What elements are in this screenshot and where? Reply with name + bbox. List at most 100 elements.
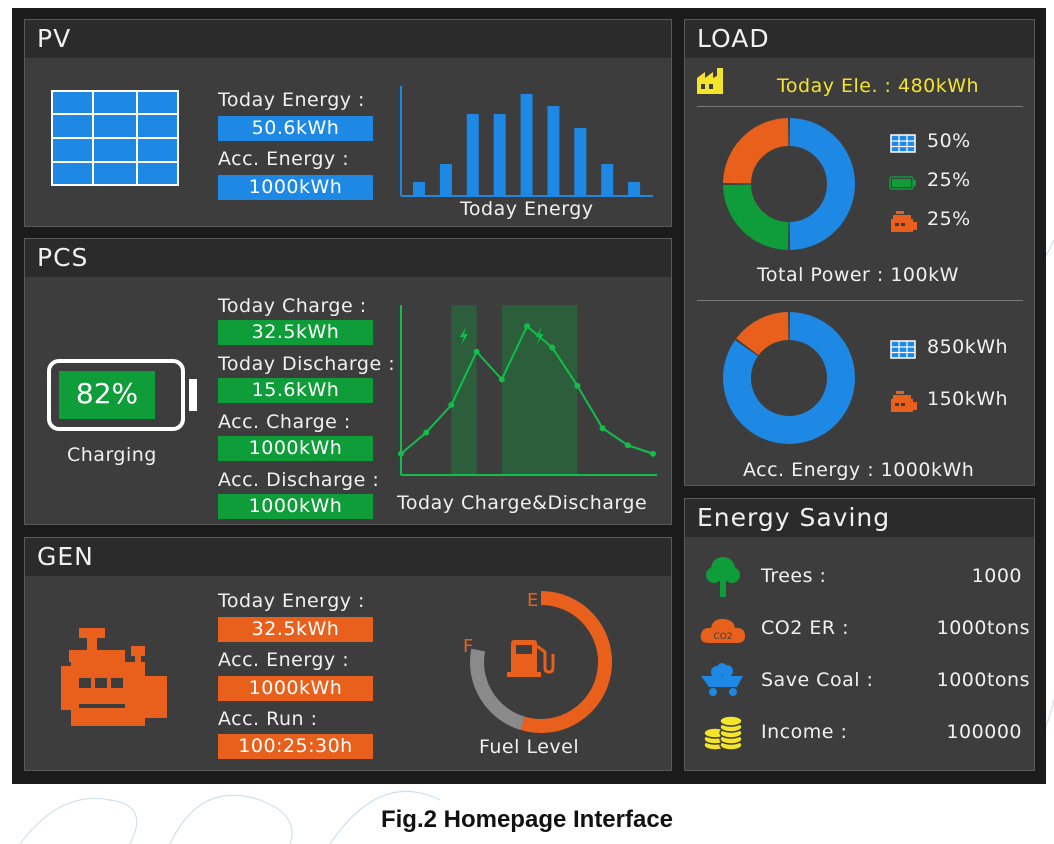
donut-slice [723, 118, 790, 185]
gen-acc-run-value: 100:25:30h [218, 734, 373, 759]
legend-item: 150kWh [889, 388, 1029, 414]
pv-bar [628, 182, 641, 196]
fuel-full-marker: F [463, 636, 473, 657]
solar-panel-icon [51, 90, 179, 186]
battery-percent: 82% [75, 377, 139, 410]
pcs-point [549, 344, 556, 351]
gen-today-energy-label: Today Energy : [218, 590, 365, 612]
pcs-chart-title: Today Charge&Discharge [397, 492, 648, 514]
coal-cart-icon [701, 663, 743, 696]
saving-income-value: 100000 [946, 721, 1022, 743]
load-divider-1 [697, 106, 1023, 107]
legend-item: 850kWh [889, 336, 1029, 362]
pv-title: PV [25, 20, 671, 58]
pcs-acc-charge-label: Acc. Charge : [218, 411, 351, 433]
legend-label: 25% [927, 169, 971, 191]
energy-saving-title: Energy Saving [685, 499, 1034, 537]
pcs-point [574, 382, 581, 389]
dashboard-screen: PV Today Energy : 50.6kWh Acc. Energy : … [12, 8, 1046, 784]
gen-acc-energy-value: 1000kWh [218, 676, 373, 701]
pcs-today-discharge-value: 15.6kWh [218, 378, 373, 403]
pcs-point [398, 450, 404, 457]
co2-icon-text: CO2 [713, 632, 732, 642]
saving-coal-value: 1000tons [936, 669, 1030, 691]
pv-bar [520, 94, 533, 196]
gen-acc-run-label: Acc. Run : [218, 708, 318, 730]
gen-acc-energy-label: Acc. Energy : [218, 649, 350, 671]
generator-icon [891, 391, 917, 412]
legend-item: 25% [889, 208, 1029, 234]
pv-panel: PV Today Energy : 50.6kWh Acc. Energy : … [24, 19, 672, 227]
gen-today-energy-value: 32.5kWh [218, 617, 373, 642]
saving-income-label: Income : [761, 721, 848, 743]
total-power: Total Power : 100kW [757, 264, 959, 286]
load-panel: LOAD Today Ele. : 480kWh 50% 25% 25% Total… [684, 19, 1035, 486]
saving-coal-label: Save Coal : [761, 669, 874, 691]
pv-acc-energy-label: Acc. Energy : [218, 148, 350, 170]
donut-slice [723, 183, 790, 250]
pcs-acc-discharge-value: 1000kWh [218, 494, 373, 519]
legend-label: 25% [927, 208, 971, 230]
gen-title: GEN [25, 538, 671, 576]
pcs-charge-discharge-chart [398, 305, 657, 476]
saving-trees-value: 1000 [971, 565, 1022, 587]
pcs-point [599, 425, 606, 432]
generator-icon [61, 628, 167, 726]
pcs-today-discharge-label: Today Discharge : [218, 353, 396, 375]
load-total-power-legend: 50% 25% 25% [889, 130, 1029, 250]
pv-bar [547, 106, 560, 196]
pv-bar [439, 164, 452, 196]
pcs-today-charge-label: Today Charge : [218, 295, 367, 317]
legend-label: 50% [927, 130, 971, 152]
pv-bar [493, 114, 506, 196]
fuel-level-gauge: E F [463, 590, 612, 733]
fuel-gauge-empty-arc [470, 648, 525, 731]
today-ele: Today Ele. : 480kWh [777, 75, 980, 97]
lightning-icon [460, 327, 468, 345]
saving-co2-label: CO2 ER : [761, 617, 849, 639]
pcs-acc-charge-value: 1000kWh [218, 436, 373, 461]
pcs-today-charge-value: 32.5kWh [218, 320, 373, 345]
tree-icon [706, 557, 740, 597]
battery-icon [47, 359, 197, 431]
acc-energy: Acc. Energy : 1000kWh [743, 459, 975, 481]
factory-icon [697, 68, 723, 94]
pcs-point [448, 401, 455, 408]
load-acc-energy-donut [723, 312, 855, 444]
pv-bar [601, 164, 614, 196]
pv-today-energy-label: Today Energy : [218, 89, 365, 111]
fuel-gauge-fill-arc [520, 591, 612, 733]
load-divider-2 [697, 300, 1023, 301]
fuel-pump-icon [507, 640, 555, 677]
load-acc-energy-legend: 850kWh 150kWh [889, 336, 1029, 436]
donut-slice [736, 312, 790, 356]
pv-bar [466, 114, 479, 196]
solar-panel-icon [890, 340, 916, 359]
legend-label: 150kWh [927, 388, 1009, 410]
pcs-point [624, 442, 631, 449]
pv-today-energy-chart [400, 86, 653, 197]
pcs-acc-discharge-label: Acc. Discharge : [218, 469, 380, 491]
load-title: LOAD [685, 20, 1034, 58]
pcs-point [650, 450, 656, 457]
donut-slice [723, 312, 855, 444]
battery-icon [889, 176, 916, 190]
saving-co2-value: 1000tons [936, 617, 1030, 639]
load-total-power-donut [723, 118, 855, 250]
legend-item: 50% [889, 130, 1029, 156]
pcs-point [423, 429, 430, 436]
pv-acc-energy-value: 1000kWh [218, 175, 373, 200]
figure-caption: Fig.2 Homepage Interface [380, 806, 674, 833]
pcs-point [498, 376, 505, 383]
fuel-level-label: Fuel Level [479, 736, 580, 758]
donut-slice [788, 118, 855, 250]
battery-status: Charging [67, 444, 157, 466]
saving-trees-label: Trees : [761, 565, 827, 587]
legend-label: 850kWh [927, 336, 1009, 358]
pv-chart-title: Today Energy [460, 198, 594, 220]
fuel-empty-marker: E [527, 590, 538, 611]
pcs-point [524, 323, 530, 330]
solar-panel-icon [890, 134, 916, 153]
pcs-title: PCS [25, 239, 671, 277]
gen-panel: GEN Today Energy : 32.5kWh Acc. Energy :… [24, 537, 672, 771]
